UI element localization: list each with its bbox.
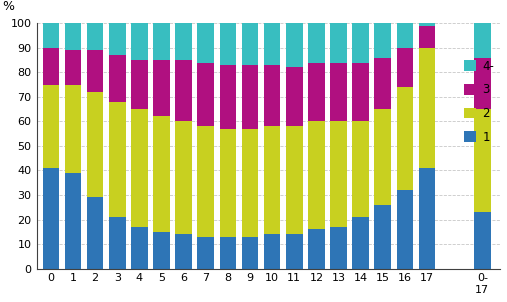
Bar	[396, 190, 413, 268]
Bar	[65, 85, 81, 173]
Bar	[220, 129, 236, 237]
Bar	[375, 58, 391, 109]
Legend: 4-, 3, 2, 1: 4-, 3, 2, 1	[460, 55, 499, 148]
Bar	[109, 217, 126, 268]
Bar	[474, 58, 491, 109]
Bar	[286, 67, 303, 126]
Bar	[175, 60, 192, 121]
Bar	[198, 126, 214, 237]
Bar	[330, 23, 347, 63]
Bar	[308, 121, 324, 229]
Bar	[175, 23, 192, 60]
Bar	[419, 168, 436, 268]
Bar	[308, 63, 324, 121]
Bar	[198, 237, 214, 268]
Bar	[198, 63, 214, 126]
Bar	[87, 92, 103, 198]
Bar	[352, 217, 369, 268]
Bar	[419, 26, 436, 48]
Bar	[396, 87, 413, 190]
Bar	[87, 50, 103, 92]
Bar	[109, 55, 126, 102]
Bar	[175, 234, 192, 268]
Bar	[474, 23, 491, 58]
Bar	[375, 109, 391, 205]
Bar	[43, 168, 59, 268]
Bar	[109, 23, 126, 55]
Bar	[264, 234, 280, 268]
Bar	[242, 23, 259, 65]
Bar	[220, 65, 236, 129]
Bar	[474, 109, 491, 212]
Bar	[198, 23, 214, 63]
Bar	[131, 109, 148, 227]
Bar	[308, 229, 324, 268]
Bar	[352, 63, 369, 121]
Bar	[286, 23, 303, 67]
Bar	[109, 102, 126, 217]
Bar	[87, 23, 103, 50]
Bar	[264, 23, 280, 65]
Bar	[375, 23, 391, 58]
Bar	[286, 234, 303, 268]
Bar	[131, 60, 148, 109]
Bar	[264, 65, 280, 126]
Bar	[308, 23, 324, 63]
Bar	[352, 121, 369, 217]
Bar	[220, 23, 236, 65]
Bar	[65, 50, 81, 85]
Bar	[153, 23, 170, 60]
Bar	[43, 23, 59, 48]
Bar	[375, 205, 391, 268]
Y-axis label: %: %	[3, 0, 15, 13]
Bar	[286, 126, 303, 234]
Bar	[220, 237, 236, 268]
Bar	[330, 121, 347, 227]
Bar	[242, 129, 259, 237]
Bar	[43, 85, 59, 168]
Bar	[153, 117, 170, 232]
Bar	[396, 48, 413, 87]
Bar	[419, 1, 436, 26]
Bar	[87, 198, 103, 268]
Bar	[330, 63, 347, 121]
Bar	[352, 23, 369, 63]
Bar	[474, 212, 491, 268]
Bar	[153, 232, 170, 268]
Bar	[131, 227, 148, 268]
Bar	[153, 60, 170, 117]
Bar	[131, 23, 148, 60]
Bar	[264, 126, 280, 234]
Bar	[43, 48, 59, 85]
Bar	[242, 237, 259, 268]
Bar	[330, 227, 347, 268]
Bar	[175, 121, 192, 234]
Bar	[65, 23, 81, 50]
Bar	[396, 23, 413, 48]
Bar	[242, 65, 259, 129]
Bar	[419, 48, 436, 168]
Bar	[65, 173, 81, 268]
